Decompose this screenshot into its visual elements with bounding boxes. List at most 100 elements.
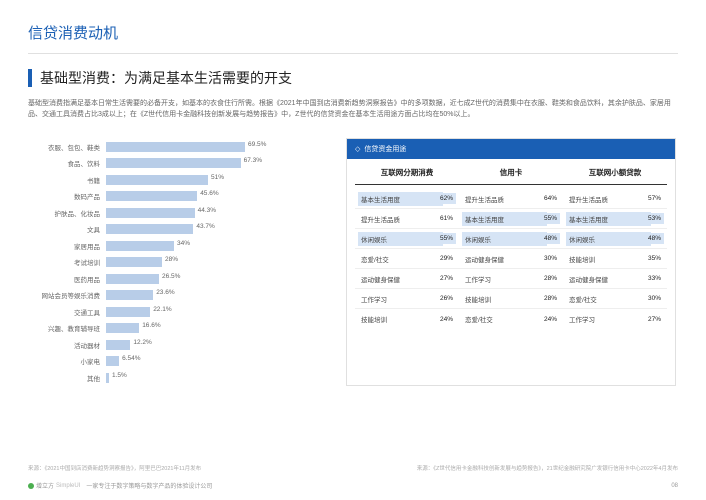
logo-icon bbox=[28, 483, 34, 489]
table-title: 信贷资金用途 bbox=[364, 144, 406, 154]
cell-value: 27% bbox=[648, 316, 661, 323]
bar-label: 小家电 bbox=[28, 356, 106, 366]
table-cell: 恋爱/社交30% bbox=[563, 294, 667, 304]
bar-track: 51% bbox=[106, 175, 328, 185]
bar-value: 43.7% bbox=[193, 223, 214, 230]
bar-track: 67.3% bbox=[106, 158, 328, 168]
source-left: 来源：《2021中国到店消费新趋势洞察报告》，阿里巴巴2021年11月发布 bbox=[28, 464, 201, 472]
bar-value: 69.5% bbox=[245, 141, 266, 148]
bar-track: 43.7% bbox=[106, 224, 328, 234]
cell-label: 休闲娱乐 bbox=[358, 232, 443, 246]
bar-label: 医药用品 bbox=[28, 274, 106, 284]
cell-label: 恋爱/社交 bbox=[465, 314, 544, 324]
subtitle: 基础型消费：为满足基本生活需要的开支 bbox=[40, 68, 292, 88]
bar-value: 22.1% bbox=[150, 306, 171, 313]
bar-track: 26.5% bbox=[106, 274, 328, 284]
bar-row: 考试培训28% bbox=[28, 254, 328, 271]
cell-label: 恋爱/社交 bbox=[361, 254, 440, 264]
bar-fill bbox=[106, 142, 245, 152]
bar-value: 44.3% bbox=[195, 207, 216, 214]
bar-value: 12.2% bbox=[130, 339, 151, 346]
cell-label: 提升生活品质 bbox=[569, 194, 648, 204]
footer-tagline: 一家专注于数字策略与数字产品的体验设计公司 bbox=[86, 481, 212, 490]
bar-row: 食品、饮料67.3% bbox=[28, 155, 328, 172]
bar-row: 活动器材12.2% bbox=[28, 336, 328, 353]
bar-value: 16.6% bbox=[139, 322, 160, 329]
bar-track: 69.5% bbox=[106, 142, 328, 152]
content-area: 衣服、包包、鞋类69.5%食品、饮料67.3%书籍51%数码产品45.6%护肤品… bbox=[28, 138, 678, 386]
bar-row: 文具 43.7% bbox=[28, 221, 328, 238]
bar-track: 34% bbox=[106, 241, 328, 251]
bar-track: 6.54% bbox=[106, 356, 328, 366]
cell-value: 48% bbox=[645, 233, 664, 244]
table-cell: 运动健身保健30% bbox=[459, 254, 563, 264]
bar-fill bbox=[106, 257, 162, 267]
table-row: 休闲娱乐55%休闲娱乐48%休闲娱乐48% bbox=[355, 229, 667, 249]
source-right: 来源：《Z世代信用卡金融科技创新发展与趋势报告》，21世纪金融研究院广发银行信用… bbox=[417, 464, 678, 472]
bar-row: 其他1.5% bbox=[28, 369, 328, 386]
cell-label: 提升生活品质 bbox=[361, 214, 440, 224]
bar-track: 22.1% bbox=[106, 307, 328, 317]
table-cell: 技能培训35% bbox=[563, 254, 667, 264]
bar-label: 数码产品 bbox=[28, 191, 106, 201]
cell-label: 工作学习 bbox=[465, 274, 544, 284]
table-header: ◇ 信贷资金用途 bbox=[347, 139, 675, 159]
table-cell: 提升生活品质64% bbox=[459, 194, 563, 204]
bar-chart: 衣服、包包、鞋类69.5%食品、饮料67.3%书籍51%数码产品45.6%护肤品… bbox=[28, 138, 328, 386]
cell-value: 62% bbox=[437, 193, 456, 204]
cell-label: 技能培训 bbox=[569, 254, 648, 264]
cell-value: 64% bbox=[544, 195, 557, 202]
cell-label: 运动健身保健 bbox=[569, 274, 648, 284]
cell-label: 基本生活用度 bbox=[462, 212, 547, 226]
bar-value: 26.5% bbox=[159, 273, 180, 280]
bar-value: 67.3% bbox=[241, 157, 262, 164]
bar-row: 书籍51% bbox=[28, 171, 328, 188]
bar-label: 网站会员等娱乐消费 bbox=[28, 290, 106, 300]
cell-value: 24% bbox=[544, 316, 557, 323]
logo: 增立方 SimpleUI bbox=[28, 481, 80, 490]
cell-value: 26% bbox=[440, 295, 453, 302]
bar-label: 书籍 bbox=[28, 175, 106, 185]
subtitle-accent-bar bbox=[28, 69, 32, 87]
table-cell: 技能培训28% bbox=[459, 294, 563, 304]
table-cell: 工作学习27% bbox=[563, 314, 667, 324]
table-cell: 基本生活用度62% bbox=[355, 192, 459, 206]
bar-label: 其他 bbox=[28, 373, 106, 383]
cell-label: 工作学习 bbox=[569, 314, 648, 324]
cell-label: 基本生活用度 bbox=[358, 192, 443, 206]
brand-name: 增立方 bbox=[36, 481, 54, 490]
col-header-2: 互联网小额贷款 bbox=[563, 167, 667, 178]
bar-value: 1.5% bbox=[109, 372, 127, 379]
bar-track: 23.6% bbox=[106, 290, 328, 300]
quote-icon: ◇ bbox=[355, 145, 360, 153]
bar-label: 文具 bbox=[28, 224, 106, 234]
bar-value: 34% bbox=[174, 240, 190, 247]
table-cell: 基本生活用度53% bbox=[563, 212, 667, 226]
bar-fill bbox=[106, 274, 159, 284]
page-number: 08 bbox=[671, 483, 678, 489]
cell-value: 27% bbox=[440, 275, 453, 282]
bar-fill bbox=[106, 191, 197, 201]
cell-value: 29% bbox=[440, 255, 453, 262]
bar-track: 44.3% bbox=[106, 208, 328, 218]
col-header-1: 信用卡 bbox=[459, 167, 563, 178]
cell-value: 35% bbox=[648, 255, 661, 262]
footer: 增立方 SimpleUI 一家专注于数字策略与数字产品的体验设计公司 08 bbox=[28, 481, 678, 490]
cell-value: 61% bbox=[440, 215, 453, 222]
bar-fill bbox=[106, 241, 174, 251]
bar-value: 6.54% bbox=[119, 355, 140, 362]
table-cell: 休闲娱乐48% bbox=[459, 232, 563, 246]
bar-label: 衣服、包包、鞋类 bbox=[28, 142, 106, 152]
cell-label: 技能培训 bbox=[361, 314, 440, 324]
table-column-headers: 互联网分期消费 信用卡 互联网小额贷款 bbox=[347, 159, 675, 184]
bar-label: 交通工具 bbox=[28, 307, 106, 317]
brand-name-en: SimpleUI bbox=[56, 483, 80, 489]
usage-table: ◇ 信贷资金用途 互联网分期消费 信用卡 互联网小额贷款 基本生活用度62%提升… bbox=[346, 138, 676, 386]
table-cell: 休闲娱乐55% bbox=[355, 232, 459, 246]
table-cell: 提升生活品质57% bbox=[563, 194, 667, 204]
cell-value: 55% bbox=[541, 213, 560, 224]
cell-label: 休闲娱乐 bbox=[462, 232, 547, 246]
bar-label: 家居用品 bbox=[28, 241, 106, 251]
bar-value: 45.6% bbox=[197, 190, 218, 197]
table-row: 恋爱/社交29%运动健身保健30%技能培训35% bbox=[355, 249, 667, 269]
